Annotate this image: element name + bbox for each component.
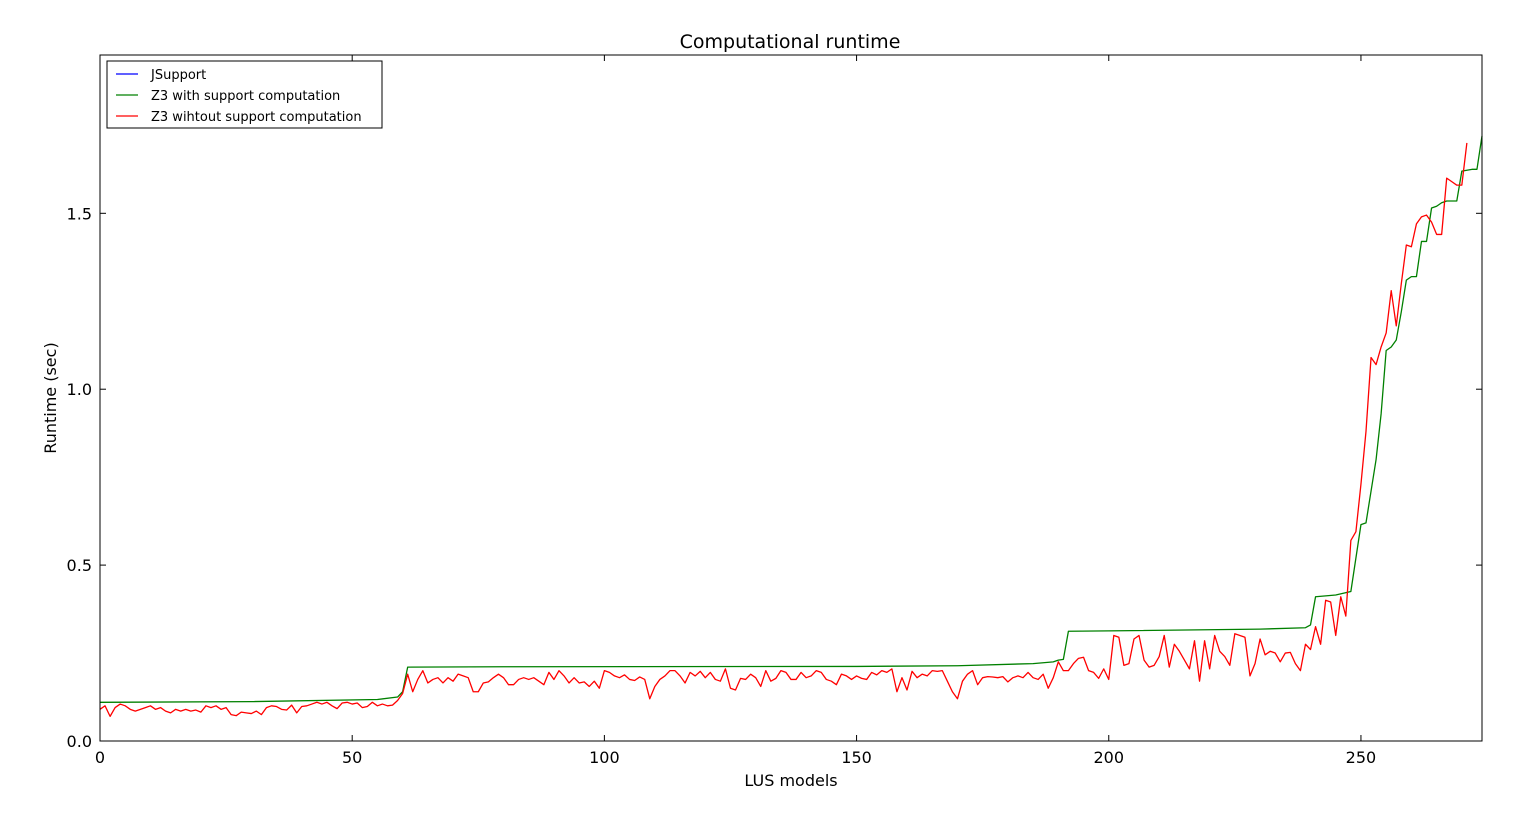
legend-label-z3-without-support: Z3 wihtout support computation xyxy=(151,110,362,125)
legend: JSupport Z3 with support computation Z3 … xyxy=(106,60,383,129)
y-tick-label: 1.5 xyxy=(67,204,92,223)
tick-layer: 0 50 100 150 200 250 0.0 0.5 1.0 1.5 xyxy=(67,55,1482,767)
x-tick-label: 100 xyxy=(589,748,620,767)
y-axis-label: Runtime (sec) xyxy=(41,342,60,453)
x-tick-label: 150 xyxy=(841,748,872,767)
y-tick-label: 0.5 xyxy=(67,556,92,575)
legend-label-z3-with-support: Z3 with support computation xyxy=(151,89,340,104)
y-tick-label: 0.0 xyxy=(67,732,92,751)
plot-frame xyxy=(99,54,1483,742)
legend-box xyxy=(106,60,383,129)
legend-label-jsupport: JSupport xyxy=(150,68,206,83)
x-tick-label: 0 xyxy=(95,748,105,767)
series-line-z3-wihtout-support-computation xyxy=(99,142,1468,718)
y-tick-label: 1.0 xyxy=(67,380,92,399)
x-tick-label: 50 xyxy=(342,748,362,767)
chart-title: Computational runtime xyxy=(680,31,901,53)
x-tick-label: 200 xyxy=(1093,748,1124,767)
x-axis-label: LUS models xyxy=(744,771,837,790)
series-layer xyxy=(99,135,1483,718)
x-tick-label: 250 xyxy=(1346,748,1377,767)
series-line-z3-with-support-computation xyxy=(99,135,1483,703)
